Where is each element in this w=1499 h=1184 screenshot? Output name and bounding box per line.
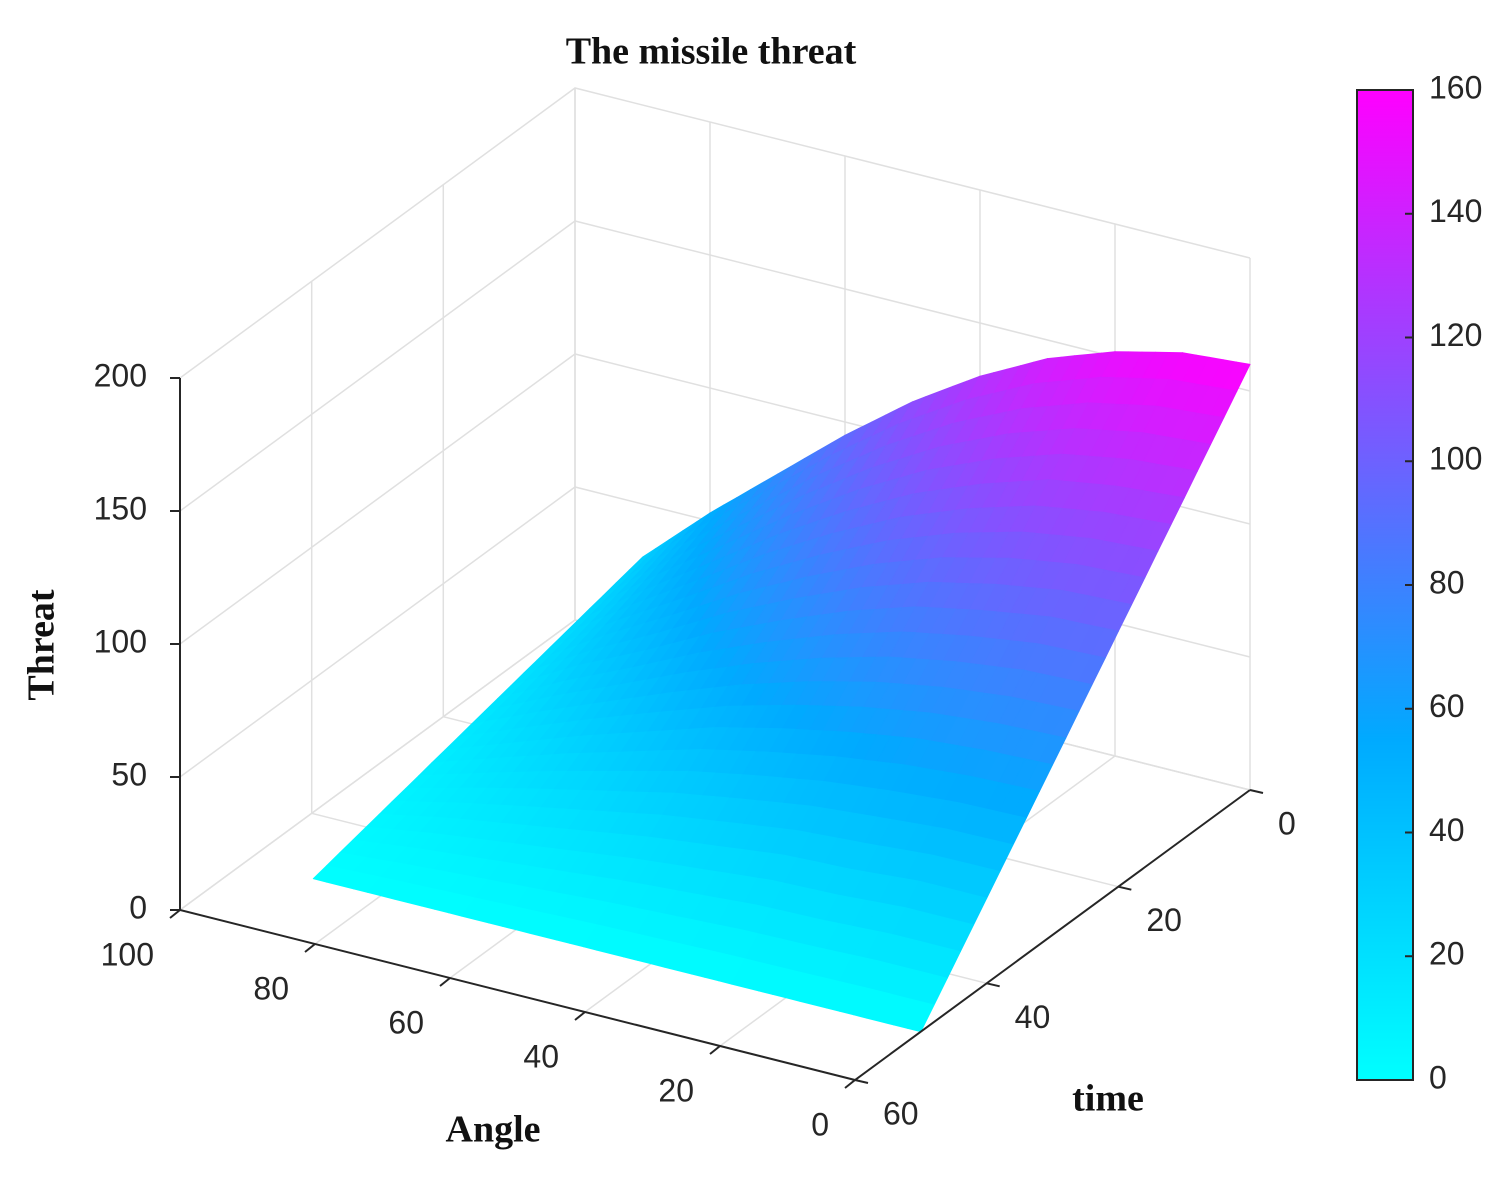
y-tick-label: 40 — [1015, 999, 1051, 1035]
tick-mark — [1249, 789, 1264, 794]
z-tick-label: 200 — [94, 357, 147, 393]
y-axis-label: time — [1072, 1078, 1144, 1120]
colorbar-tick-label: 40 — [1429, 812, 1465, 848]
tick-mark — [439, 977, 451, 987]
x-tick-label: 20 — [658, 1072, 694, 1108]
colorbar-tick-label: 0 — [1429, 1059, 1447, 1095]
x-tick-label: 40 — [523, 1038, 559, 1074]
chart-title: The missile threat — [566, 31, 857, 73]
z-axis-label: Threat — [21, 589, 63, 701]
tick-mark — [169, 909, 181, 919]
colorbar-tick-label: 140 — [1429, 193, 1482, 229]
colorbar-tick-label: 120 — [1429, 317, 1482, 353]
colorbar — [1356, 89, 1414, 1081]
colorbar-tick-label: 80 — [1429, 564, 1465, 600]
tick-mark — [986, 982, 1000, 988]
x-tick-label: 80 — [253, 970, 289, 1006]
x-tick-label: 100 — [101, 936, 154, 972]
colorbar-tick-label: 100 — [1429, 441, 1482, 477]
tick-mark — [709, 1045, 721, 1055]
tick-mark — [844, 1079, 856, 1089]
tick-mark — [574, 1011, 586, 1021]
z-tick-label: 100 — [94, 623, 147, 659]
y-tick-label: 60 — [883, 1095, 919, 1131]
tick-mark — [1118, 885, 1132, 891]
colorbar-tick-label: 60 — [1429, 688, 1465, 724]
y-tick-label: 0 — [1278, 805, 1296, 841]
tick-mark — [854, 1079, 869, 1084]
x-axis-label: Angle — [446, 1109, 541, 1151]
x-tick-label: 60 — [388, 1004, 424, 1040]
surface-patch — [906, 1001, 935, 1033]
colorbar-tick-label: 160 — [1429, 69, 1482, 105]
surface — [312, 351, 1251, 1033]
x-tick-label: 0 — [811, 1106, 829, 1142]
y-tick-label: 20 — [1146, 902, 1182, 938]
z-tick-label: 150 — [94, 490, 147, 526]
z-tick-label: 50 — [111, 756, 147, 792]
z-tick-label: 0 — [129, 889, 147, 925]
grid-line — [179, 87, 1251, 379]
axes: 0 50 100 150 200 0 20 40 60 80 100 0 20 40 60 0 20 40 60 80… — [94, 69, 1483, 1142]
tick-mark — [304, 943, 316, 953]
colorbar-tick-label: 20 — [1429, 936, 1465, 972]
